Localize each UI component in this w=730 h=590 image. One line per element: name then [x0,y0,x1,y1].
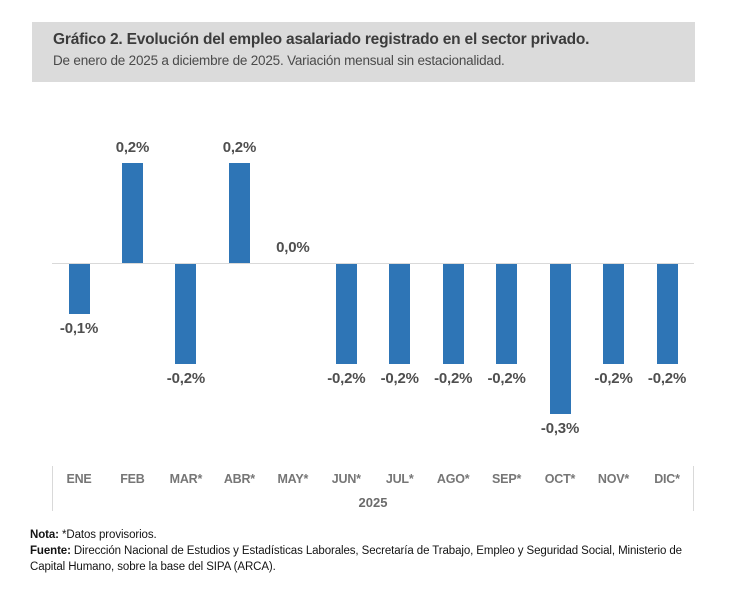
x-axis-label-JUL*: JUL* [385,472,414,486]
bar-value-label-OCT*: -0,3% [540,420,580,437]
bar-ENE [68,264,90,314]
x-axis-label-SEP*: SEP* [492,472,522,486]
x-axis-label-JUN*: JUN* [331,472,361,486]
zero-axis-line [52,263,694,264]
bar-value-label-FEB: 0,2% [115,139,150,156]
x-axis-label-OCT*: OCT* [544,472,576,486]
fuente-text-1: Dirección Nacional de Estudios y Estadís… [70,545,682,557]
bar-ABR* [228,163,250,263]
bar-SEP* [496,264,518,364]
bar-JUN* [335,264,357,364]
nota-line: Nota: *Datos provisorios. [30,527,728,543]
bar-value-label-JUL*: -0,2% [380,370,419,387]
notes: Nota: *Datos provisorios. Fuente: Direcc… [30,527,728,575]
axis-edge-tick-left [52,466,53,511]
bar-value-label-JUN*: -0,2% [327,370,366,387]
bar-value-label-MAR*: -0,2% [166,370,205,387]
bar-FEB [121,163,143,263]
fuente-line-2: Capital Humano, sobre la base del SIPA (… [30,559,728,575]
bar-MAR* [175,264,197,364]
bar-AGO* [442,264,464,364]
x-axis-label-NOV*: NOV* [597,472,630,486]
nota-text: *Datos provisorios. [58,529,157,541]
bar-value-label-DIC*: -0,2% [647,370,687,387]
bar-value-label-MAY*: 0,0% [276,239,310,256]
axis-edge-tick-right [693,466,694,511]
x-axis-label-DIC*: DIC* [654,472,680,486]
bar-JUL* [389,264,411,364]
bar-value-label-NOV*: -0,2% [594,370,633,387]
bar-DIC* [656,264,678,364]
x-axis-label-FEB: FEB [120,472,145,486]
bar-OCT* [549,264,571,414]
chart-header: Gráfico 2. Evolución del empleo asalaria… [32,22,695,82]
chart-subtitle: De enero de 2025 a diciembre de 2025. Va… [53,53,505,68]
x-axis-year-label: 2025 [358,495,388,510]
x-axis-label-MAR*: MAR* [169,472,203,486]
fuente-text-2: Capital Humano, sobre la base del SIPA (… [30,561,276,573]
x-axis-label-ABR*: ABR* [223,472,255,486]
x-axis-label-AGO*: AGO* [436,472,470,486]
fuente-label: Fuente: [30,545,71,557]
bar-value-label-SEP*: -0,2% [487,370,526,387]
bar-value-label-ENE: -0,1% [59,320,99,337]
x-axis-label-ENE: ENE [66,472,92,486]
bar-value-label-ABR*: 0,2% [222,139,257,156]
bar-NOV* [603,264,624,364]
fuente-line-1: Fuente: Dirección Nacional de Estudios y… [30,543,728,559]
bar-value-label-AGO*: -0,2% [434,370,473,387]
x-axis-label-MAY*: MAY* [277,472,309,486]
nota-label: Nota: [30,529,59,541]
chart-title: Gráfico 2. Evolución del empleo asalaria… [53,31,590,48]
